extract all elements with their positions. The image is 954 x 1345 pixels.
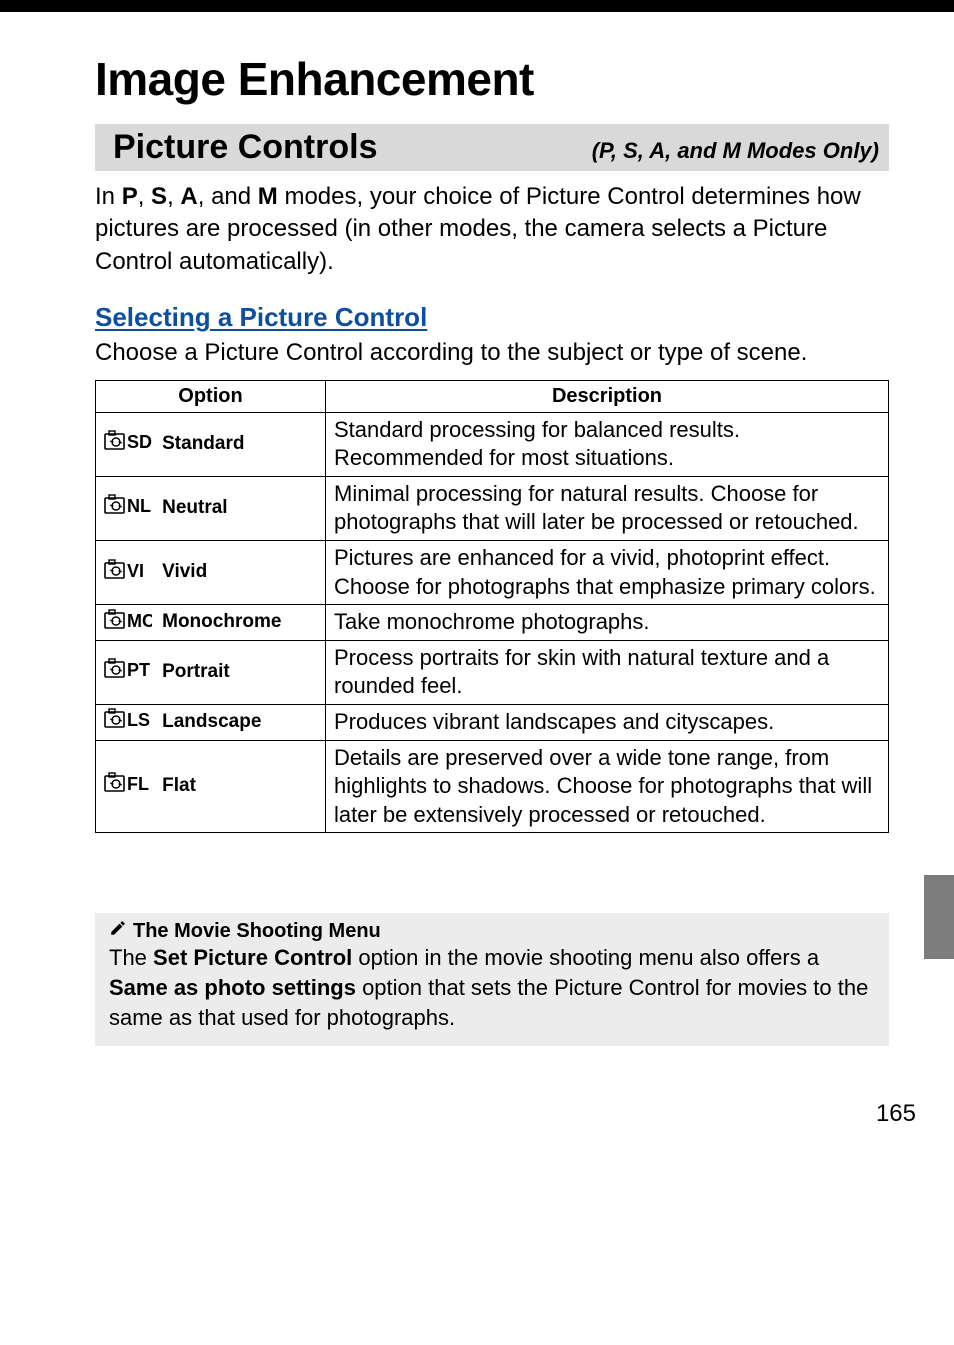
option-label: Vivid: [162, 562, 207, 583]
table-row: SD StandardStandard processing for balan…: [96, 412, 889, 476]
option-cell: LS Landscape: [96, 704, 326, 740]
table-row: LS LandscapeProduces vibrant landscapes …: [96, 704, 889, 740]
svg-text:LS: LS: [127, 710, 150, 730]
pencil-icon: [109, 919, 127, 943]
description-cell: Process portraits for skin with natural …: [326, 640, 889, 704]
description-cell: Minimal processing for natural results. …: [326, 476, 889, 540]
side-tab: [924, 875, 954, 959]
description-cell: Pictures are enhanced for a vivid, photo…: [326, 540, 889, 604]
picture-control-icon: MC: [104, 609, 156, 637]
option-cell: MC Monochrome: [96, 605, 326, 641]
table-row: VI VividPictures are enhanced for a vivi…: [96, 540, 889, 604]
table-row: FL FlatDetails are preserved over a wide…: [96, 740, 889, 833]
option-label: Flat: [162, 775, 196, 796]
chapter-title: Image Enhancement: [95, 52, 889, 106]
note-heading-text: The Movie Shooting Menu: [133, 920, 381, 943]
intro-paragraph: In P, S, A, and M modes, your choice of …: [95, 181, 889, 278]
note-heading: The Movie Shooting Menu: [109, 919, 875, 943]
note-bold-text: Same as photo settings: [109, 975, 356, 1000]
table-header-description: Description: [326, 380, 889, 412]
section-title: Picture Controls: [113, 128, 377, 167]
description-cell: Take monochrome photographs.: [326, 605, 889, 641]
option-cell: SD Standard: [96, 412, 326, 476]
option-cell: FL Flat: [96, 740, 326, 833]
subhead-body: Choose a Picture Control according to th…: [95, 337, 889, 369]
option-label: Monochrome: [162, 612, 281, 633]
mode-letter: M: [258, 183, 278, 210]
option-cell: NL Neutral: [96, 476, 326, 540]
picture-control-icon: VI: [104, 559, 156, 587]
page-content: Image Enhancement Picture Controls (P, S…: [0, 12, 954, 1066]
subheading: Selecting a Picture Control: [95, 302, 889, 333]
picture-control-icon: LS: [104, 708, 156, 736]
svg-text:NL: NL: [127, 496, 151, 516]
description-cell: Standard processing for balanced results…: [326, 412, 889, 476]
picture-control-icon: NL: [104, 494, 156, 522]
table-row: MC MonochromeTake monochrome photographs…: [96, 605, 889, 641]
mode-letter: S: [151, 183, 167, 210]
option-cell: VI Vivid: [96, 540, 326, 604]
section-banner: Picture Controls (P, S, A, and M Modes O…: [95, 124, 889, 171]
svg-text:SD: SD: [127, 432, 152, 452]
picture-control-icon: SD: [104, 430, 156, 458]
description-cell: Produces vibrant landscapes and cityscap…: [326, 704, 889, 740]
page-number: 165: [0, 1066, 954, 1128]
option-label: Standard: [162, 433, 244, 454]
table-row: PT PortraitProcess portraits for skin wi…: [96, 640, 889, 704]
note-block: The Movie Shooting Menu The Set Picture …: [95, 913, 889, 1046]
section-subtitle: (P, S, A, and M Modes Only): [592, 138, 879, 164]
option-cell: PT Portrait: [96, 640, 326, 704]
svg-text:PT: PT: [127, 660, 150, 680]
picture-control-icon: FL: [104, 772, 156, 800]
mode-letter: A: [180, 183, 197, 210]
option-label: Neutral: [162, 497, 227, 518]
option-label: Landscape: [162, 711, 261, 732]
picture-control-table: Option Description SD StandardStandard p…: [95, 380, 889, 834]
note-bold-text: Set Picture Control: [153, 945, 352, 970]
top-black-bar: [0, 0, 954, 12]
description-cell: Details are preserved over a wide tone r…: [326, 740, 889, 833]
note-body: The Set Picture Control option in the mo…: [109, 943, 875, 1032]
svg-text:MC: MC: [127, 611, 152, 631]
table-row: NL NeutralMinimal processing for natural…: [96, 476, 889, 540]
svg-text:FL: FL: [127, 774, 149, 794]
table-header-option: Option: [96, 380, 326, 412]
option-label: Portrait: [162, 661, 230, 682]
mode-letter: P: [122, 183, 138, 210]
picture-control-icon: PT: [104, 658, 156, 686]
svg-text:VI: VI: [127, 561, 144, 581]
